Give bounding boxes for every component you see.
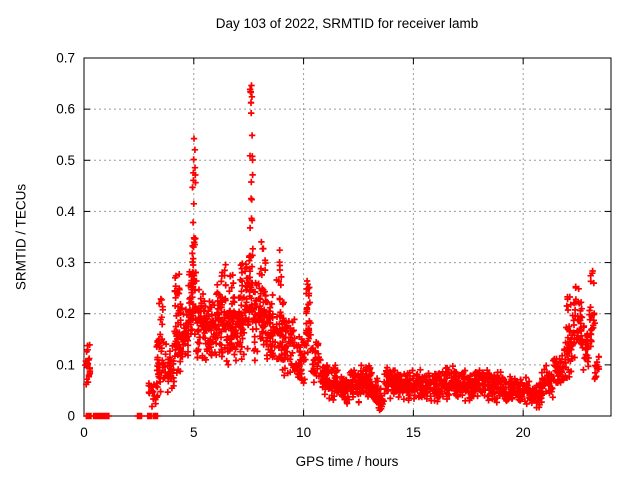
y-tick-label: 0.2 xyxy=(56,306,75,321)
x-tick-labels: 0 5 10 15 20 xyxy=(80,425,530,440)
y-tick-label: 0.5 xyxy=(56,153,75,168)
y-tick-label: 0 xyxy=(67,409,75,424)
y-tick-label: 0.1 xyxy=(56,357,75,372)
chart-title: Day 103 of 2022, SRMTID for receiver lam… xyxy=(215,16,479,31)
x-tick-label: 20 xyxy=(516,425,531,440)
y-tick-label: 0.4 xyxy=(56,204,75,219)
y-tick-label: 0.6 xyxy=(56,102,75,117)
y-axis-label: SRMTID / TECUs xyxy=(13,183,29,291)
x-tick-label: 5 xyxy=(190,425,198,440)
y-tick-labels: 0 0.1 0.2 0.3 0.4 0.5 0.6 0.7 xyxy=(56,51,75,424)
x-tick-label: 0 xyxy=(80,425,88,440)
y-tick-label: 0.7 xyxy=(56,51,75,66)
scatter-points xyxy=(82,82,602,420)
axis-frame xyxy=(83,57,612,417)
y-tick-label: 0.3 xyxy=(56,255,75,270)
x-tick-label: 10 xyxy=(296,425,311,440)
x-tick-label: 15 xyxy=(406,425,421,440)
x-axis-label: GPS time / hours xyxy=(295,454,399,469)
